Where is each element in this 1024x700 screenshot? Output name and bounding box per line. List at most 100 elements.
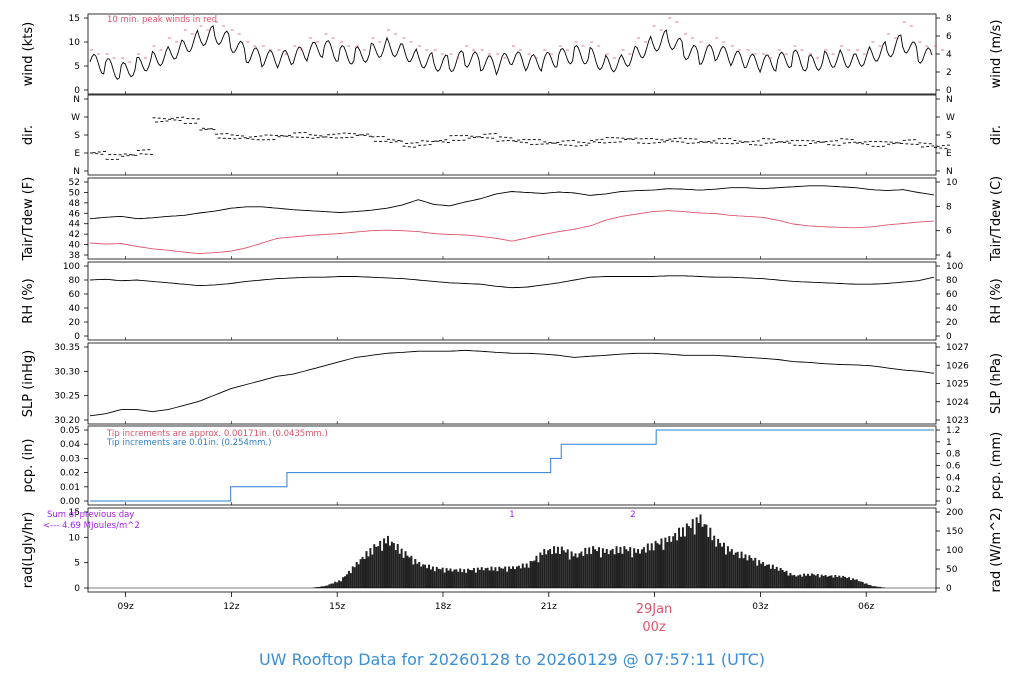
radiation-bar: [551, 554, 554, 588]
y-tick-label-left: 38: [69, 251, 81, 261]
panel-frame: [87, 94, 937, 176]
y-tick-label-right: 1023: [946, 416, 969, 426]
radiation-bar: [494, 567, 497, 588]
y-tick-label-left: 30.25: [54, 392, 80, 402]
radiation-bar: [818, 577, 821, 588]
radiation-bar: [650, 543, 653, 588]
radiation-bar: [429, 569, 432, 588]
radiation-bar: [638, 553, 641, 588]
y-tick-label-left: 5: [74, 559, 80, 569]
radiation-bar: [826, 576, 829, 588]
radiation-bar: [785, 570, 788, 588]
y-tick-label-right: 8: [946, 202, 952, 212]
radiation-bar: [527, 567, 530, 588]
radiation-bar: [568, 559, 571, 588]
y-tick-label-right: 100: [946, 262, 963, 272]
radiation-bar: [385, 543, 388, 588]
radiation-bar: [758, 560, 761, 588]
radiation-bar: [424, 564, 427, 588]
radiation-bar: [808, 575, 811, 588]
radiation-bar: [355, 561, 358, 588]
radiation-bar: [597, 547, 600, 588]
radiation-bar: [646, 543, 649, 588]
radiation-bar: [730, 549, 733, 588]
y-tick-label-right: 0.6: [946, 462, 961, 472]
radiation-bar: [396, 544, 399, 588]
radiation-bar: [529, 560, 532, 588]
y-axis-label-right: RH (%): [989, 278, 1004, 323]
radiation-bar: [410, 555, 413, 588]
radiation-bar: [859, 581, 862, 588]
radiation-bar: [846, 578, 849, 588]
radiation-bar: [422, 564, 425, 588]
radiation-bar: [576, 557, 579, 588]
radiation-bar: [648, 550, 651, 588]
y-tick-label-right: 0: [946, 86, 952, 96]
y-tick-label-right: 1024: [946, 398, 969, 408]
radiation-bar: [791, 575, 794, 588]
radiation-bar: [486, 567, 489, 588]
radiation-bar: [402, 557, 405, 588]
y-tick-label-left: 80: [69, 276, 81, 286]
radiation-bar: [672, 536, 675, 588]
radiation-bar: [760, 563, 763, 588]
radiation-bar: [652, 550, 655, 588]
radiation-bar: [678, 527, 681, 588]
radiation-bar: [392, 542, 395, 588]
y-tick-label-right: 20: [946, 318, 958, 328]
y-tick-label-right: W: [946, 113, 955, 123]
radiation-bar: [512, 566, 514, 588]
radiation-bar: [455, 569, 458, 588]
radiation-bar: [699, 514, 702, 588]
radiation-bar: [877, 586, 880, 588]
radiation-bar: [314, 587, 317, 588]
wind-annotation: 10 min. peak winds in red: [107, 15, 217, 25]
radiation-bar: [490, 566, 493, 588]
radiation-bar: [693, 534, 696, 588]
y-tick-label-left: 44: [69, 220, 81, 230]
radiation-bar: [543, 548, 546, 588]
y-tick-label-right: N: [946, 95, 953, 105]
radiation-bar: [445, 568, 448, 588]
radiation-bar: [398, 553, 401, 588]
radiation-bar: [404, 551, 407, 588]
radiation-bar: [357, 564, 360, 588]
radiation-bar: [879, 586, 882, 588]
y-tick-label-right: 6: [946, 32, 952, 42]
radiation-bar: [427, 564, 430, 588]
radiation-bar: [689, 527, 692, 588]
radiation-bar: [631, 557, 634, 588]
radiation-bar: [349, 573, 352, 588]
radiation-bar: [687, 526, 690, 588]
radiation-bar: [724, 554, 727, 588]
radiation-bar: [347, 570, 350, 588]
y-tick-label-right: 1026: [946, 361, 969, 371]
radiation-bar: [381, 550, 384, 588]
radiation-bar: [521, 563, 524, 588]
radiation-bar: [437, 568, 440, 588]
y-tick-label-right: 10: [946, 178, 958, 188]
radiation-bar: [869, 585, 872, 588]
radiation-bar: [416, 563, 419, 588]
radiation-bar: [541, 554, 544, 588]
radiation-bar: [832, 577, 835, 588]
panel-0: wind (kts) wind (m/s) 0 5 10 15 0 2 4 6 8 10 min. p…: [21, 13, 1004, 96]
radiation-bar: [855, 579, 858, 588]
radiation-bar: [478, 569, 481, 588]
y-tick-label-left: 10: [69, 38, 81, 48]
y-tick-label-left: 15: [69, 508, 80, 518]
radiation-bar: [420, 566, 423, 588]
radiation-bar: [781, 569, 784, 588]
radiation-bar: [764, 565, 767, 588]
radiation-bar: [762, 562, 765, 588]
radiation-bar: [668, 536, 671, 588]
y-axis-label-left: RH (%): [21, 278, 36, 323]
radiation-bar: [510, 568, 513, 588]
y-tick-label-left: N: [73, 95, 80, 105]
y-tick-label-right: E: [946, 149, 952, 159]
radiation-bar: [676, 540, 679, 588]
panel-frame: [87, 342, 937, 425]
radiation-bar: [488, 570, 491, 588]
radiation-bar: [353, 567, 356, 588]
